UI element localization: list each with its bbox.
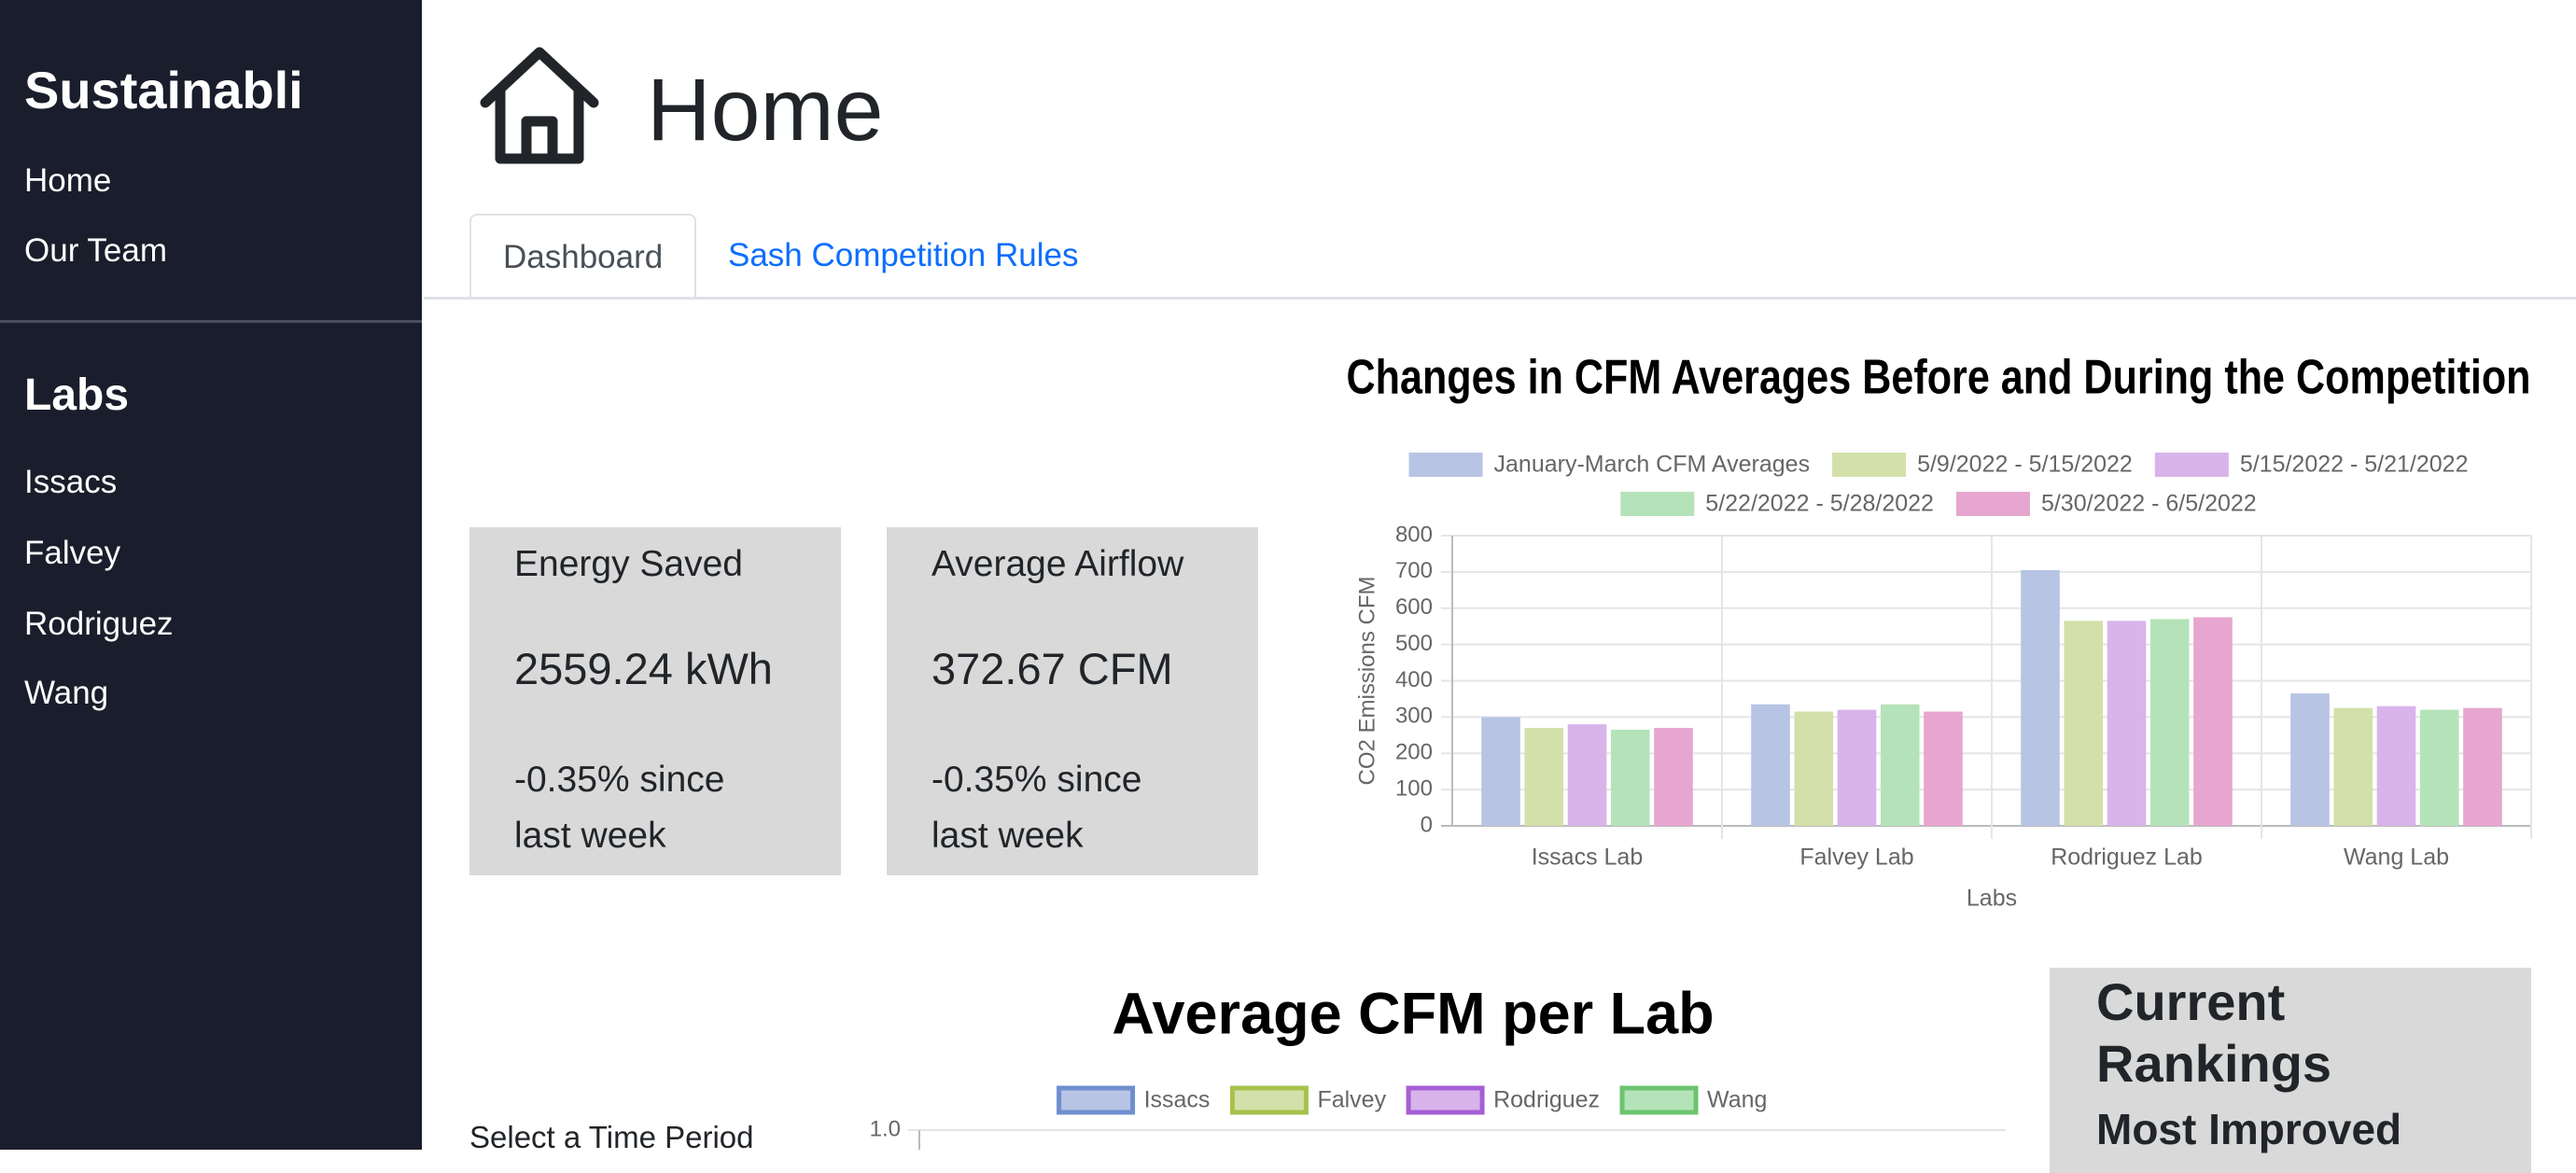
- y-tick-label: 200: [1395, 740, 1433, 765]
- legend-label: 5/9/2022 - 5/15/2022: [1917, 452, 2133, 478]
- card-title: Energy Saved: [514, 544, 743, 584]
- y-tick-label: 500: [1395, 631, 1433, 656]
- legend-label: 5/30/2022 - 6/5/2022: [2041, 491, 2257, 517]
- bar: [2064, 621, 2104, 826]
- bar: [1524, 728, 1564, 826]
- bar: [2376, 705, 2416, 826]
- x-tick-label: Wang Lab: [2344, 845, 2449, 871]
- bar: [2333, 707, 2373, 826]
- brand[interactable]: Sustainabli: [24, 61, 303, 119]
- y-tick-label: 300: [1395, 704, 1433, 729]
- legend-swatch: [1057, 1085, 1136, 1115]
- bar: [2463, 707, 2502, 826]
- legend-label: Falvey: [1317, 1087, 1386, 1113]
- bar: [1751, 704, 1790, 826]
- bar: [1924, 711, 1963, 826]
- legend-swatch: [1406, 1085, 1485, 1115]
- bar: [1837, 709, 1877, 826]
- x-tick-label: Issacs Lab: [1532, 845, 1644, 871]
- bar: [2193, 617, 2233, 826]
- x-tick-label: Rodriguez Lab: [2051, 845, 2203, 871]
- legend-swatch: [1620, 492, 1695, 516]
- card-value: 372.67 CFM: [931, 644, 1173, 693]
- stat-card: Energy Saved 2559.24 kWh -0.35% since la…: [469, 527, 841, 875]
- page-title: Home: [647, 61, 884, 160]
- stat-card: Average Airflow 372.67 CFM -0.35% since …: [887, 527, 1258, 875]
- card-title: Average Airflow: [931, 544, 1184, 584]
- card-change: -0.35% since last week: [931, 760, 1142, 856]
- legend-swatch: [1832, 453, 1907, 477]
- bar: [2290, 693, 2330, 826]
- lab-link[interactable]: Rodriguez: [24, 606, 174, 642]
- nav-link[interactable]: Home: [24, 162, 112, 199]
- tab-divider: [424, 297, 2576, 300]
- legend-swatch: [1619, 1085, 1699, 1115]
- bar: [1567, 724, 1607, 826]
- y-tick-label: 400: [1395, 667, 1433, 692]
- home-icon: [480, 47, 599, 164]
- y-tick-label: 700: [1395, 558, 1433, 583]
- bar: [1794, 711, 1834, 826]
- legend-label: Rodriguez: [1493, 1087, 1600, 1113]
- tab[interactable]: Sash Competition Rules: [728, 237, 1079, 273]
- bar: [1654, 728, 1693, 826]
- chart-title: Average CFM per Lab: [1112, 982, 1714, 1047]
- select-label: Select a Time Period: [469, 1120, 754, 1154]
- y-tick-label: 100: [1395, 775, 1433, 801]
- sidebar: Sustainabli Home Our Team Labs Issacs Fa…: [0, 0, 422, 1150]
- bar: [1880, 704, 1920, 826]
- bar: [2021, 569, 2060, 826]
- rankings-subtitle: Most Improved: [2096, 1105, 2402, 1153]
- legend-label: January-March CFM Averages: [1494, 452, 1811, 478]
- legend-swatch: [1229, 1085, 1309, 1115]
- legend-swatch: [2154, 453, 2229, 477]
- x-tick-label: Falvey Lab: [1799, 845, 1913, 871]
- x-axis-title: Labs: [1967, 886, 2017, 912]
- legend-swatch: [1955, 492, 2030, 516]
- bar: [1481, 717, 1520, 826]
- legend-swatch: [1408, 453, 1483, 477]
- card-change: -0.35% since last week: [514, 760, 725, 856]
- bar: [2107, 621, 2147, 826]
- legend-label: Issacs: [1144, 1087, 1211, 1113]
- bar: [2419, 709, 2459, 826]
- lab-link[interactable]: Falvey: [24, 535, 121, 571]
- legend-label: 5/22/2022 - 5/28/2022: [1705, 491, 1934, 517]
- section-title: Labs: [24, 370, 130, 420]
- y-tick-label: 800: [1395, 522, 1433, 547]
- chart-title: Changes in CFM Averages Before and Durin…: [1347, 351, 2531, 405]
- lab-link[interactable]: Issacs: [24, 464, 118, 500]
- rankings-title: Current Rankings: [2096, 972, 2332, 1093]
- bar: [1610, 729, 1650, 826]
- card-value: 2559.24 kWh: [514, 644, 773, 693]
- tab[interactable]: Dashboard: [469, 214, 696, 298]
- rankings-panel: Current Rankings Most Improved: [2050, 968, 2531, 1173]
- lab-link[interactable]: Wang: [24, 675, 109, 711]
- bar: [2149, 619, 2190, 826]
- y-axis-title: CO2 Emissions CFM: [1354, 576, 1379, 785]
- legend-label: 5/15/2022 - 5/21/2022: [2240, 452, 2469, 478]
- nav-link[interactable]: Our Team: [24, 232, 168, 269]
- y-tick-label: 1.0: [870, 1116, 901, 1141]
- legend-label: Wang: [1707, 1087, 1767, 1113]
- divider: [0, 320, 422, 323]
- y-tick-label: 0: [1421, 812, 1433, 837]
- y-tick-label: 600: [1395, 594, 1433, 620]
